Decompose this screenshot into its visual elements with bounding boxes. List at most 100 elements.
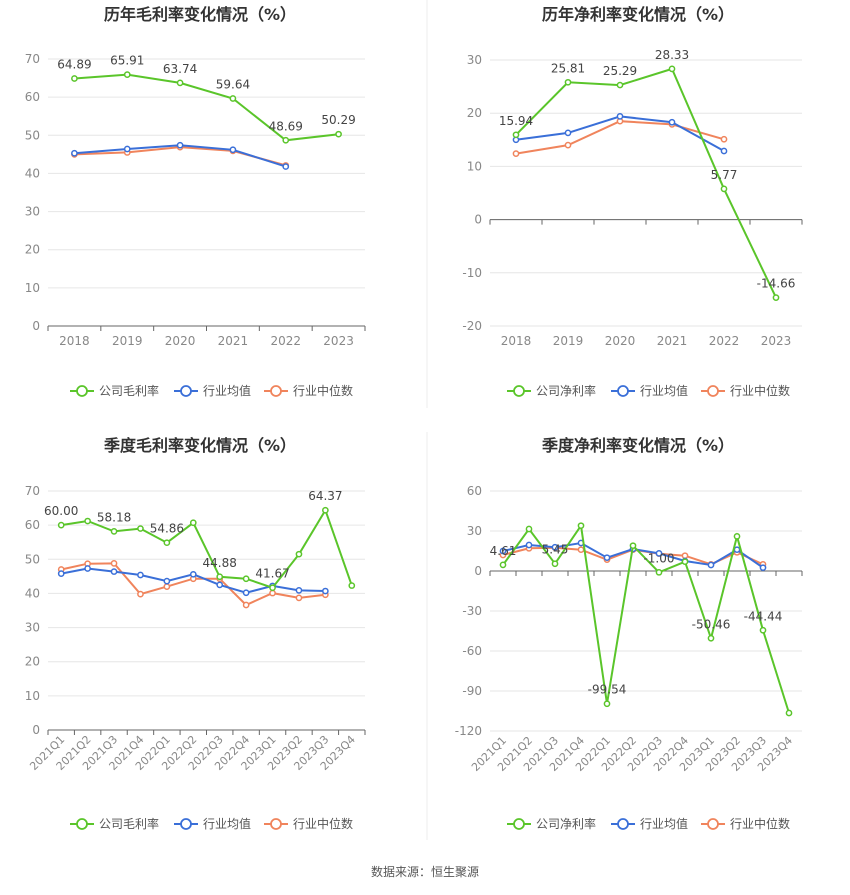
data-label: 59.64 — [216, 78, 250, 92]
data-point — [707, 561, 715, 569]
data-point — [322, 506, 329, 514]
series-line-1 — [61, 507, 353, 589]
data-point — [603, 554, 611, 562]
data-point — [759, 564, 767, 572]
x-tick-label: 2019 — [553, 334, 584, 348]
x-tick-label: 2021 — [657, 334, 688, 348]
data-label: -50.46 — [692, 617, 731, 631]
data-point — [564, 141, 572, 149]
data-point — [137, 525, 144, 532]
legend-marker — [707, 385, 719, 397]
data-point — [551, 543, 559, 551]
data-point — [110, 528, 118, 535]
data-label: -99.54 — [588, 683, 627, 697]
data-point — [603, 700, 611, 708]
data-label: 63.74 — [163, 62, 197, 76]
data-point — [242, 601, 250, 609]
x-tick-label: 2022 — [270, 334, 301, 348]
legend-item-2: 行业均值 — [611, 816, 688, 831]
data-point — [137, 571, 144, 579]
series-line-1 — [74, 73, 339, 142]
data-point — [322, 587, 329, 595]
data-point — [282, 136, 290, 144]
x-tick-label: 2020 — [165, 334, 196, 348]
legend-marker — [76, 385, 88, 397]
data-point — [295, 587, 303, 594]
series-line-1 — [502, 523, 790, 714]
legend-marker — [617, 818, 629, 830]
y-tick-label: 50 — [25, 552, 40, 566]
y-tick-label: 20 — [25, 243, 40, 257]
legend-marker — [180, 385, 192, 397]
data-point — [189, 519, 197, 527]
data-label: 54.86 — [150, 522, 184, 536]
data-point — [176, 79, 184, 87]
data-label: 44.88 — [203, 556, 237, 570]
y-tick-label: -30 — [462, 604, 482, 618]
legend-label: 行业均值 — [640, 383, 688, 398]
y-tick-label: -90 — [462, 684, 482, 698]
y-tick-label: 60 — [467, 484, 482, 498]
y-tick-label: 60 — [25, 518, 40, 532]
chart-title: 历年毛利率变化情况（%） — [104, 5, 296, 24]
footer-source: 数据来源：恒生聚源 — [371, 864, 479, 879]
data-point — [733, 532, 741, 540]
y-tick-label: 30 — [25, 621, 40, 635]
legend-label: 公司毛利率 — [99, 816, 159, 831]
y-tick-label: 50 — [25, 128, 40, 142]
data-label: 25.29 — [603, 64, 637, 78]
data-point — [655, 568, 663, 576]
data-label: 5.45 — [542, 543, 569, 557]
y-tick-label: 10 — [25, 281, 40, 295]
data-point — [785, 709, 793, 717]
data-label: -14.66 — [757, 277, 796, 291]
y-tick-label: 0 — [32, 319, 40, 333]
x-tick-label: 2021 — [218, 334, 249, 348]
legend-item-1: 公司净利率 — [507, 383, 596, 398]
x-tick-label: 2020 — [605, 334, 636, 348]
data-point — [577, 522, 585, 530]
data-point — [616, 113, 624, 120]
data-point — [84, 565, 91, 572]
data-label: 60.00 — [44, 504, 78, 518]
data-point — [525, 541, 533, 549]
y-tick-label: 70 — [25, 52, 40, 66]
data-label: 25.81 — [551, 61, 585, 75]
data-point — [269, 589, 276, 597]
data-point — [71, 75, 78, 82]
legend-label: 行业中位数 — [730, 383, 790, 398]
data-point — [282, 163, 290, 170]
data-point — [163, 539, 171, 547]
data-point — [551, 560, 559, 568]
x-tick-label: 2018 — [501, 334, 532, 348]
data-point — [720, 147, 728, 155]
legend-label: 公司净利率 — [536, 383, 596, 398]
data-point — [348, 582, 356, 589]
x-tick-label: 2018 — [59, 334, 90, 348]
y-tick-label: 30 — [467, 53, 482, 67]
x-tick-label: 2023 — [323, 334, 354, 348]
y-tick-label: 10 — [25, 689, 40, 703]
y-tick-label: 0 — [474, 213, 482, 227]
y-tick-label: 0 — [32, 723, 40, 737]
data-point — [163, 577, 171, 585]
data-point — [655, 550, 663, 557]
y-tick-label: 40 — [25, 166, 40, 180]
data-point — [577, 546, 585, 554]
y-tick-label: 40 — [25, 586, 40, 600]
legend-label: 行业均值 — [203, 383, 251, 398]
legend-marker — [76, 818, 88, 830]
data-label: 48.69 — [269, 119, 303, 133]
data-point — [733, 546, 741, 554]
data-point — [242, 589, 250, 597]
data-point — [123, 71, 131, 78]
data-point — [137, 590, 144, 598]
data-point — [720, 135, 728, 143]
x-tick-label: 2022 — [709, 334, 740, 348]
data-label: 5.77 — [711, 168, 738, 182]
legend-item-3: 行业中位数 — [264, 383, 353, 398]
legend-marker — [180, 818, 192, 830]
data-point — [189, 570, 197, 578]
y-tick-label: -10 — [462, 266, 482, 280]
data-point — [216, 573, 224, 581]
